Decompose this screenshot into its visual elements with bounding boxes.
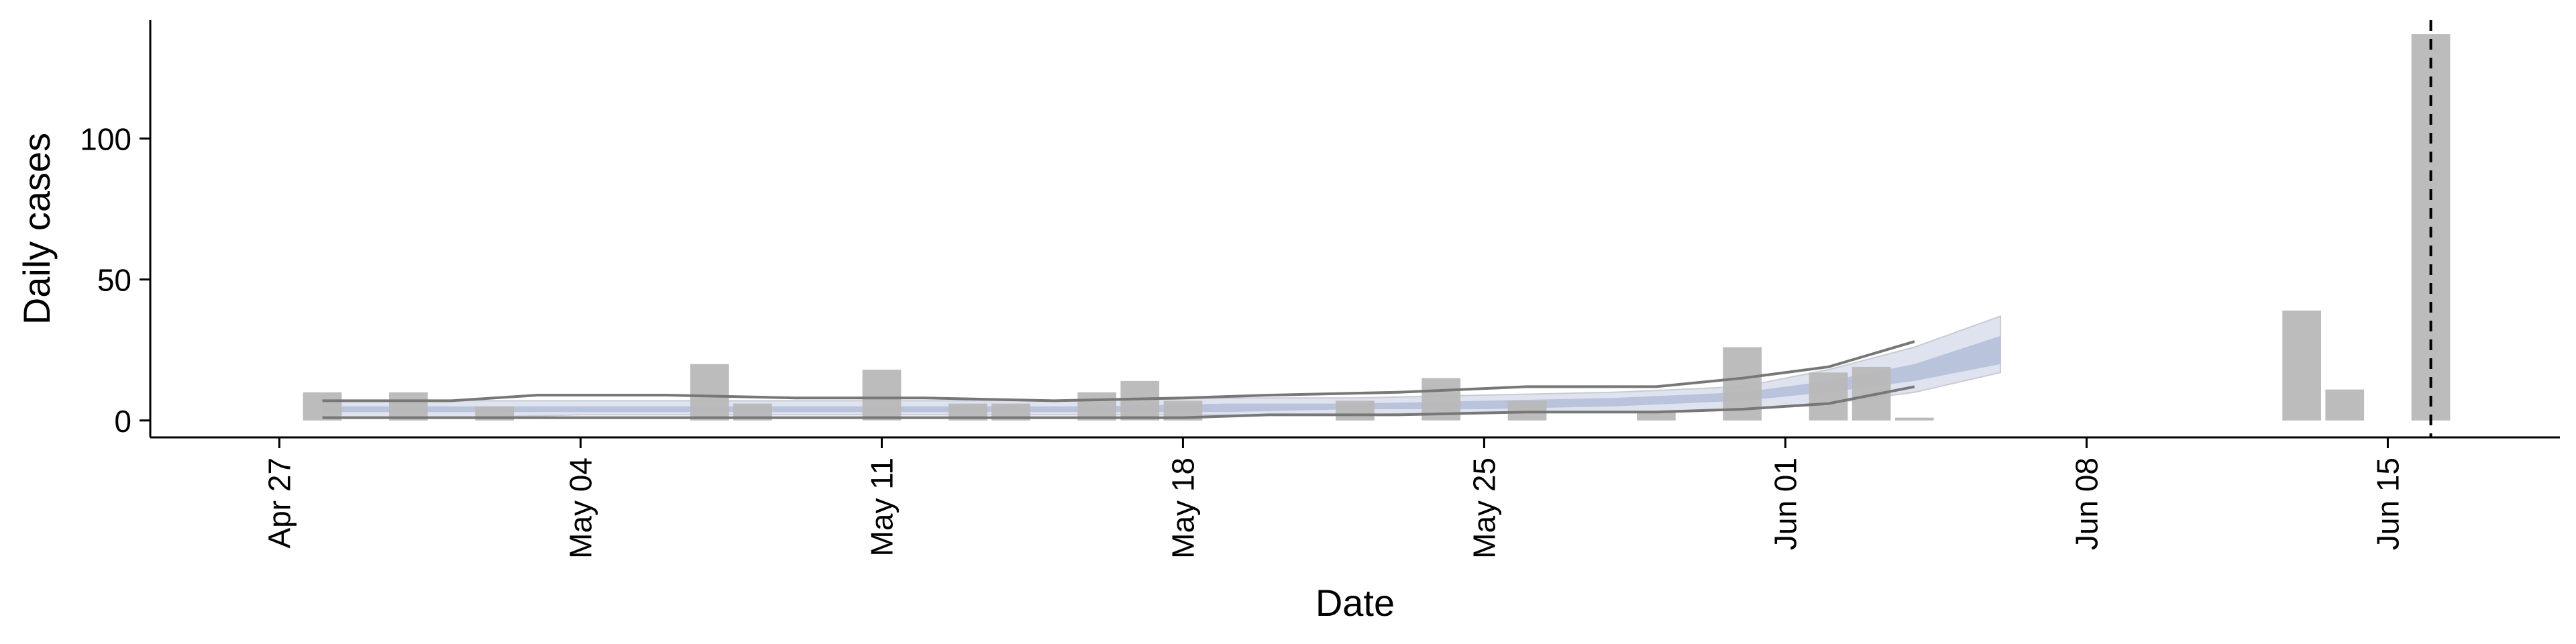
case-bar: [303, 392, 342, 421]
x-tick-label: Apr 27: [262, 458, 297, 549]
x-tick-label: Jun 15: [2370, 458, 2405, 550]
x-tick-label: Jun 08: [2069, 458, 2104, 550]
x-tick-label: May 18: [1165, 458, 1200, 559]
y-ticks: 0 50 100: [80, 122, 150, 439]
case-bar: [690, 364, 729, 421]
case-bar: [2325, 389, 2365, 421]
x-tick-label: Jun 01: [1768, 458, 1803, 550]
y-axis-label: Daily cases: [15, 133, 58, 325]
x-tick-label: May 25: [1466, 458, 1501, 559]
case-bar: [389, 392, 428, 421]
case-bar: [1637, 412, 1676, 421]
case-bar: [862, 370, 902, 421]
x-axis-label: Date: [1316, 582, 1395, 624]
daily-case-bars: [303, 34, 2451, 421]
y-tick-label: 100: [80, 122, 131, 157]
x-tick-label: May 04: [563, 458, 598, 559]
case-bar: [1895, 417, 1934, 421]
lower-envelope-line: [322, 385, 1915, 419]
case-bar: [1507, 400, 1547, 421]
upper-envelope-line: [322, 340, 1915, 402]
case-bar: [1809, 372, 1848, 421]
envelope-lines: [322, 340, 1915, 419]
x-tick-label: May 11: [864, 458, 899, 556]
y-tick-label: 0: [114, 404, 131, 439]
case-bar: [1336, 400, 1375, 421]
case-bar: [1120, 380, 1160, 421]
case-bar: [1077, 392, 1116, 421]
x-ticks: Apr 27 May 04 May 11 May 18 May 25 Jun 01 Jun …: [262, 437, 2405, 559]
y-tick-label: 50: [97, 263, 131, 298]
case-bar: [2282, 310, 2321, 421]
axes: [149, 20, 2560, 439]
